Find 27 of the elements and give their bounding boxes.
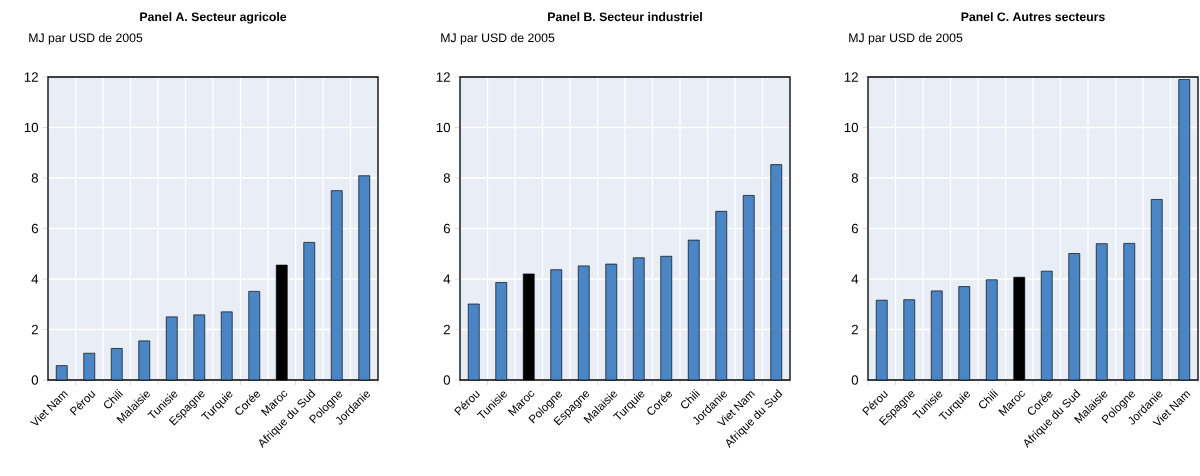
y-axis-title: MJ par USD de 2005 [29, 33, 143, 45]
y-tick-label: 6 [31, 223, 39, 234]
y-tick-label: 12 [436, 72, 450, 82]
y-tick-label: 8 [31, 173, 39, 183]
y-tick-label: 4 [443, 274, 451, 284]
y-tick-label: 10 [844, 122, 859, 133]
y-tick-label: 12 [844, 72, 858, 82]
chart-title: Panel A. Secteur agricole [140, 12, 287, 24]
y-tick-label: 2 [851, 324, 858, 335]
y-tick-label: 12 [24, 72, 38, 82]
y-tick-label: 4 [31, 274, 39, 284]
y-tick-label: 8 [443, 173, 451, 183]
y-tick-label: 0 [851, 375, 859, 385]
y-tick-label: 4 [851, 274, 859, 284]
y-tick-label: 10 [436, 122, 451, 133]
y-tick-label: 0 [443, 375, 451, 385]
y-tick-label: 2 [31, 324, 38, 335]
y-tick-label: 8 [851, 173, 859, 183]
chart-title: Panel C. Autres secteurs [961, 12, 1105, 22]
y-tick-label: 2 [443, 324, 450, 335]
y-tick-label: 10 [24, 122, 39, 133]
y-tick-label: 0 [31, 375, 39, 385]
y-tick-label: 6 [443, 223, 451, 234]
y-axis-title: MJ par USD de 2005 [849, 33, 963, 45]
chart-title: Panel B. Secteur industriel [548, 12, 702, 22]
y-tick-label: 6 [851, 223, 859, 234]
y-axis-title: MJ par USD de 2005 [441, 33, 555, 45]
